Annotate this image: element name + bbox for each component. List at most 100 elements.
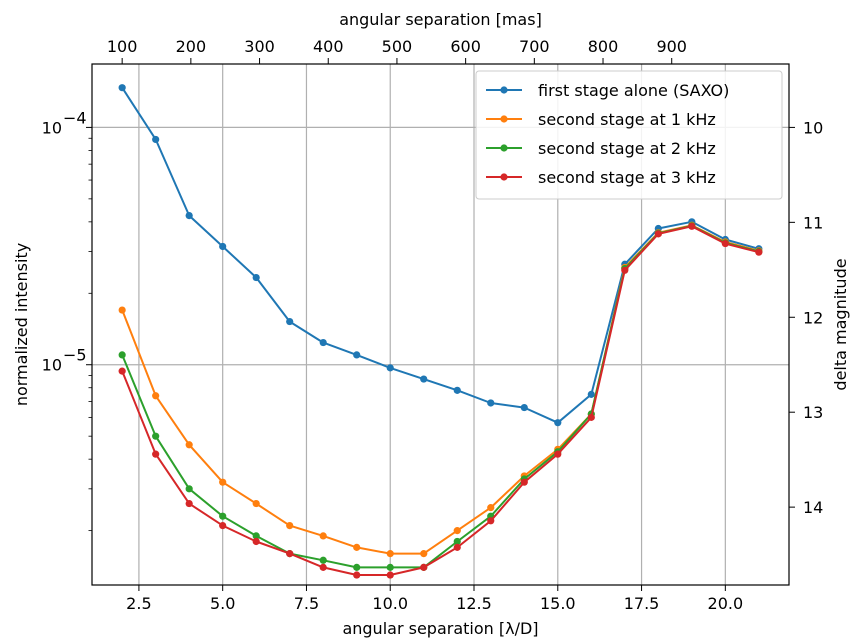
legend-box — [475, 70, 783, 200]
x-top-tick-label: 500 — [382, 37, 413, 56]
series-line — [121, 225, 760, 576]
data-point — [386, 571, 394, 579]
data-point — [118, 84, 126, 92]
y-axis-label: normalized intensity — [12, 243, 31, 406]
x-tick-label: 2.5 — [126, 594, 151, 613]
x-top-tick-label: 900 — [656, 37, 687, 56]
data-point — [319, 563, 327, 571]
data-point — [386, 550, 394, 558]
legend-marker — [500, 115, 508, 123]
data-point — [219, 512, 227, 520]
series-layer — [118, 84, 763, 579]
data-point — [420, 550, 428, 558]
y-tick-label: 10 — [42, 118, 62, 137]
data-point — [587, 390, 595, 398]
x-top-tick-label: 200 — [176, 37, 207, 56]
data-point — [219, 478, 227, 486]
series-2 — [118, 221, 763, 558]
data-point — [587, 413, 595, 421]
data-point — [152, 135, 160, 144]
data-point — [252, 273, 260, 282]
y-right-tick-label: 10 — [803, 118, 823, 137]
data-point — [319, 338, 327, 347]
data-point — [520, 403, 528, 412]
data-point — [721, 239, 729, 248]
x-tick-label: 5.0 — [210, 594, 235, 613]
y-tick-exponent: −4 — [63, 108, 87, 127]
y-tick-label: 10 — [42, 356, 62, 375]
x-tick-label: 12.5 — [456, 594, 492, 613]
series-3 — [118, 222, 763, 571]
x-tick-label: 7.5 — [294, 594, 319, 613]
data-point — [185, 499, 193, 508]
data-point — [487, 399, 495, 407]
x-top-axis-label: angular separation [mas] — [339, 10, 542, 29]
data-point — [286, 521, 294, 530]
data-point — [386, 364, 394, 372]
legend-label: second stage at 2 kHz — [538, 139, 716, 158]
data-point — [520, 478, 528, 486]
data-point — [286, 550, 294, 558]
data-point — [487, 517, 495, 525]
x-tick-label: 17.5 — [624, 594, 660, 613]
data-point — [219, 521, 227, 530]
x-axis-label: angular separation [λ/D] — [342, 619, 538, 638]
x-top-tick-label: 700 — [519, 37, 550, 56]
series-line — [121, 224, 760, 555]
y-right-tick-label: 11 — [803, 213, 823, 232]
data-point — [152, 392, 160, 400]
legend-label: first stage alone (SAXO) — [538, 81, 729, 100]
data-point — [286, 317, 294, 326]
legend-label: second stage at 3 kHz — [538, 168, 716, 187]
data-point — [185, 441, 193, 449]
data-point — [152, 450, 160, 458]
series-line — [121, 87, 760, 424]
data-point — [453, 543, 461, 551]
data-point — [252, 537, 260, 546]
data-point — [118, 367, 126, 375]
data-point — [118, 351, 126, 359]
data-point — [420, 563, 428, 571]
legend-marker — [500, 173, 508, 181]
data-point — [453, 386, 461, 394]
y-right-tick-label: 12 — [803, 308, 823, 327]
data-point — [420, 375, 428, 383]
data-point — [688, 222, 696, 230]
y-right-tick-label: 14 — [803, 498, 823, 517]
data-point — [386, 563, 394, 571]
data-point — [353, 571, 361, 579]
data-point — [353, 563, 361, 571]
x-tick-label: 20.0 — [708, 594, 744, 613]
data-point — [118, 306, 126, 314]
x-top-tick-label: 800 — [588, 37, 619, 56]
legend-marker — [500, 86, 508, 94]
data-point — [319, 556, 327, 564]
series-4 — [118, 222, 763, 579]
plot-frame — [91, 63, 790, 586]
x-tick-label: 15.0 — [540, 594, 576, 613]
data-point — [353, 543, 361, 551]
x-top-tick-label: 100 — [107, 37, 138, 56]
data-point — [621, 266, 629, 274]
data-point — [353, 351, 361, 359]
data-point — [185, 485, 193, 493]
y-right-axis-label: delta magnitude — [831, 258, 850, 390]
x-tick-label: 10.0 — [372, 594, 408, 613]
x-top-tick-label: 300 — [244, 37, 275, 56]
legend: first stage alone (SAXO) second stage at … — [475, 70, 783, 200]
x-top-tick-label: 400 — [313, 37, 344, 56]
data-point — [219, 242, 227, 251]
data-point — [453, 537, 461, 546]
y-tick-exponent: −5 — [63, 346, 87, 365]
series-line — [121, 224, 760, 569]
axis-ticks: 2.5 5.0 7.5 10.0 12.5 15.0 17.5 20.0 100 200 300 40… — [42, 37, 824, 613]
legend-marker — [500, 144, 508, 152]
data-point — [319, 532, 327, 540]
data-point — [654, 230, 662, 238]
data-point — [554, 450, 562, 458]
legend-label: second stage at 1 kHz — [538, 110, 716, 129]
data-point — [252, 532, 260, 540]
y-right-tick-label: 13 — [803, 403, 823, 422]
data-point — [755, 248, 763, 256]
